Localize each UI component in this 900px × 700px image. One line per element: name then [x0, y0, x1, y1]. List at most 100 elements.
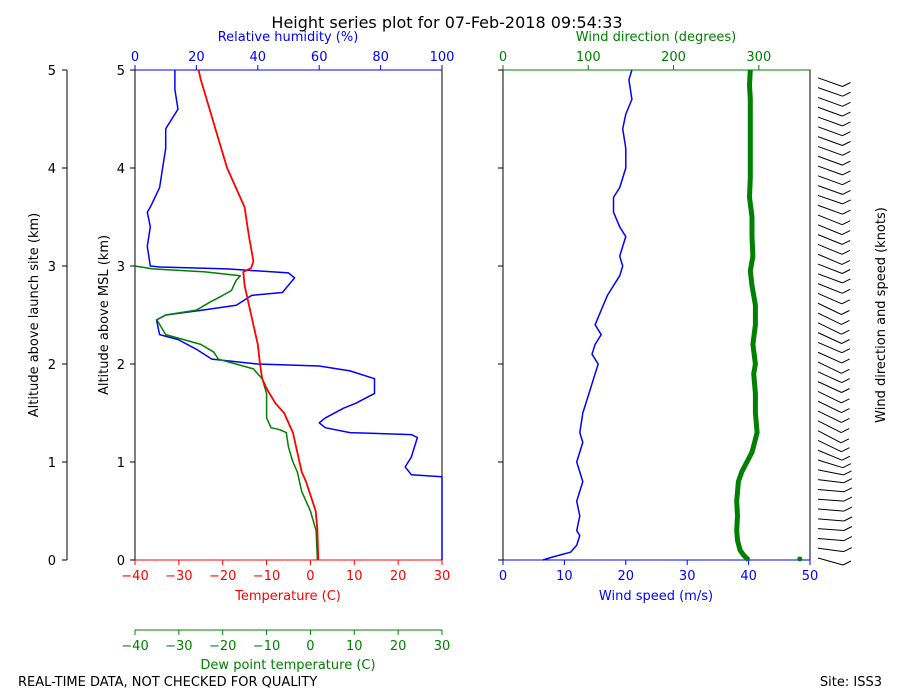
launch-altitude-tick-label: 1 [48, 456, 56, 471]
wind-barb-staff [817, 351, 842, 364]
direction-tick-label: 200 [661, 50, 686, 65]
wind-barb-staff [817, 165, 843, 176]
wind-barb-staff [817, 439, 842, 453]
wind-barb-staff [817, 283, 843, 294]
wind-barb-staff [817, 302, 842, 315]
site-label: Site: ISS3 [820, 675, 882, 690]
wind-barb-flag [842, 150, 851, 156]
humidity-tick-label: 60 [311, 50, 328, 65]
wind-barb-staff [817, 155, 843, 166]
temperature-tick-label: 20 [390, 569, 407, 584]
wind-barb-flag [842, 141, 851, 146]
wind-barb-flag [843, 526, 853, 531]
direction-tick-label: 300 [746, 50, 771, 65]
wind-barb-staff [817, 332, 842, 344]
series-layer [134, 69, 803, 562]
wind-barb-staff [817, 528, 844, 531]
wind-barb-staff [817, 557, 844, 566]
humidity-tick-label: 100 [430, 50, 455, 65]
speed-tick-label: 50 [802, 569, 819, 584]
speed-tick-label: 40 [740, 569, 757, 584]
wind-barb-staff [817, 449, 843, 461]
wind-barb-staff [817, 518, 844, 522]
wind-barb-flag [843, 516, 853, 522]
wind-barb-staff [817, 322, 842, 335]
wind-barb-staff [817, 361, 842, 374]
wind-barb-flag [841, 339, 850, 344]
dewpoint-tick-label: 0 [306, 639, 314, 654]
wind-barb-staff [817, 479, 844, 484]
wind-barb-flag [841, 447, 850, 453]
temperature-tick-label: −10 [253, 569, 280, 584]
wind-barb-flag [843, 536, 853, 542]
dewpoint-tick-label: 20 [390, 639, 407, 654]
dewpoint-line [134, 265, 319, 561]
temperature-axis-label: Temperature (C) [234, 589, 341, 604]
msl-altitude-tick-label: 4 [117, 162, 125, 177]
speed-tick-label: 30 [679, 569, 696, 584]
wind-barb-flag [842, 209, 851, 215]
wind-barb-staff [817, 371, 842, 384]
wind-barb-flag [843, 496, 853, 502]
wind-barb-flag [842, 121, 851, 127]
launch-altitude-label: Altitude above launch site (km) [27, 213, 42, 417]
wind-speed-line [542, 69, 633, 561]
wind-direction-line [734, 69, 760, 562]
wind-barb-flag [842, 111, 851, 117]
msl-altitude-tick-label: 3 [117, 260, 125, 275]
wind-barb-staff [817, 126, 843, 137]
wind-barb-flag [842, 189, 851, 195]
wind-barb-staff [817, 234, 843, 245]
wind-barb-staff [817, 381, 842, 393]
wind-barb-flag [841, 408, 850, 414]
temperature-line [197, 69, 320, 561]
wind-barb-staff [817, 292, 842, 305]
wind-barb-staff [817, 224, 843, 236]
humidity-tick-label: 20 [188, 50, 205, 65]
humidity-axis-label: Relative humidity (%) [218, 30, 359, 45]
wind-barb-flag [842, 82, 851, 87]
wind-barb-flag [841, 239, 851, 245]
wind-barb-staff [817, 459, 843, 469]
dewpoint-tick-label: −40 [121, 639, 148, 654]
wind-barb-staff [817, 263, 843, 274]
wind-barb-flag [841, 348, 851, 354]
wind-barb-flag [841, 368, 850, 374]
wind-barb-staff [817, 77, 843, 87]
temperature-tick-label: 10 [346, 569, 363, 584]
temperature-tick-label: 30 [434, 569, 451, 584]
wind-barb-staff [817, 194, 843, 205]
wind-barb-flag [841, 329, 850, 335]
humidity-tick-label: 0 [131, 50, 139, 65]
humidity-tick-label: 40 [250, 50, 267, 65]
wind-barb-flag [842, 560, 852, 566]
wind-barb-staff [817, 410, 842, 423]
wind-barb-flag [841, 398, 850, 404]
wind-barb-flag [841, 220, 851, 226]
wind-barb-staff [817, 400, 842, 414]
wind-barb-layer [817, 77, 853, 566]
wind-barb-staff [817, 469, 844, 476]
temperature-tick-label: −20 [209, 569, 236, 584]
wind-barb-staff [817, 537, 844, 542]
speed-axis-label: Wind speed (m/s) [599, 589, 713, 604]
launch-altitude-tick-label: 0 [48, 554, 56, 569]
humidity-line [146, 70, 443, 560]
wind-barb-flag [843, 506, 853, 512]
wind-barb-staff [817, 243, 843, 255]
launch-altitude-tick-label: 2 [48, 358, 56, 373]
wind-barb-staff [817, 253, 843, 265]
launch-altitude-tick-label: 5 [48, 64, 56, 79]
msl-altitude-tick-label: 0 [117, 554, 125, 569]
speed-tick-label: 20 [618, 569, 635, 584]
tick-layer: −40 −30 −20 −10 0 10 20 30−40 −30 −20 −10 0 10 20 300 2… [48, 50, 819, 654]
wind-barb-flag [842, 463, 852, 469]
wind-barb-flag [841, 269, 851, 274]
wind-barb-flag [842, 91, 851, 97]
dewpoint-axis-label: Dew point temperature (C) [200, 658, 375, 673]
wind-barb-staff [817, 547, 844, 553]
wind-barb-flag [843, 470, 852, 476]
wind-barb-flag [842, 101, 851, 107]
wind-barb-staff [817, 87, 843, 97]
speed-tick-label: 0 [499, 569, 507, 584]
